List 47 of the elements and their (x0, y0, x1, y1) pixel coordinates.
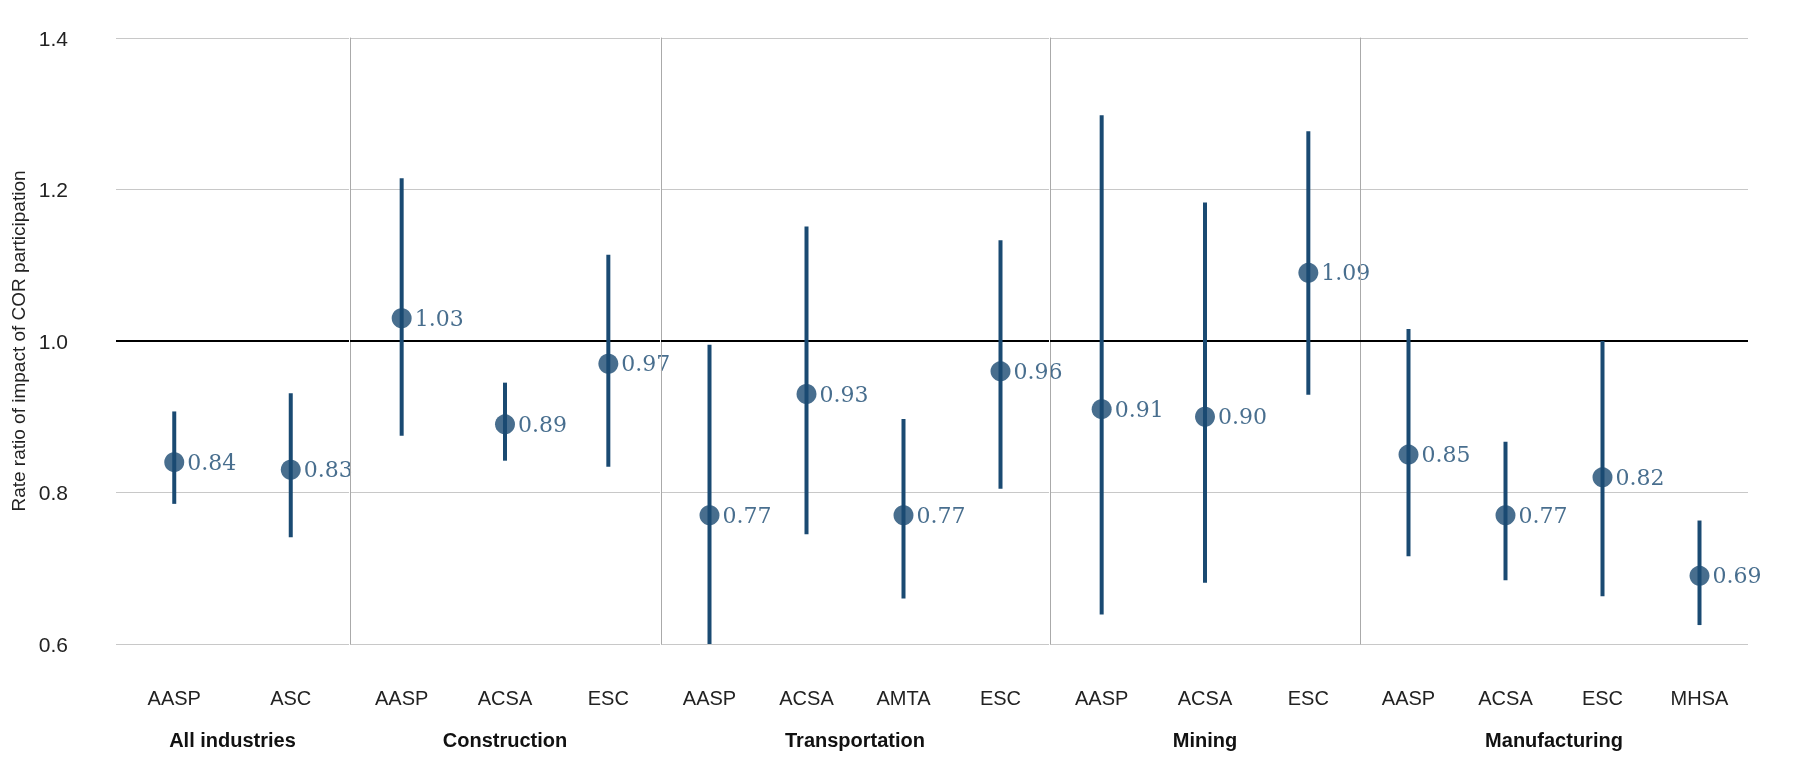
x-axis-title: Mining (1172, 729, 1237, 751)
x-tick-label: AASP (1382, 687, 1436, 709)
x-tick-label: MHSA (1671, 687, 1730, 709)
y-tick-label: 1.4 (38, 26, 69, 50)
x-tick-label: ACSA (1478, 687, 1534, 709)
point (1495, 505, 1516, 526)
data-label: 0.84 (187, 449, 237, 475)
x-tick-label: ACSA (1177, 687, 1233, 709)
x-tick-label: ESC (1287, 687, 1329, 709)
data-label: 0.89 (518, 411, 568, 437)
data-label: 0.96 (1013, 358, 1063, 384)
data-label: 0.90 (1217, 404, 1267, 430)
x-tick-label: ACSA (477, 687, 534, 709)
point (1689, 565, 1710, 586)
x-tick-label: ESC (1582, 687, 1624, 709)
y-axis-title: Rate ratio of impact of COR participation (7, 170, 29, 512)
data-label: 0.77 (1518, 502, 1568, 528)
data-label: 0.85 (1421, 442, 1471, 468)
data-label: 1.03 (414, 305, 464, 331)
point (1592, 467, 1613, 488)
y-tick-label: 1.2 (38, 178, 68, 201)
y-tick-label: 1.0 (38, 329, 68, 353)
x-tick-label: ACSA (779, 687, 835, 709)
x-tick-label: AASP (375, 687, 429, 709)
data-label: 0.69 (1712, 563, 1762, 589)
x-axis-title: All industries (169, 729, 296, 751)
x-tick-label: AMTA (876, 687, 932, 709)
data-label: 0.82 (1615, 464, 1665, 490)
data-label: 1.09 (1320, 260, 1370, 286)
x-axis-title: Manufacturing (1485, 729, 1624, 751)
data-label: 0.83 (303, 457, 353, 483)
data-label: 0.77 (722, 502, 772, 528)
y-tick-label: 0.8 (38, 481, 68, 504)
x-tick-label: ASC (270, 687, 312, 709)
x-axis-title: Construction (442, 729, 568, 751)
x-axis-title: Transportation (784, 729, 926, 751)
x-tick-label: AASP (1074, 687, 1128, 709)
data-label: 0.91 (1114, 396, 1164, 422)
data-label: 0.77 (916, 502, 966, 528)
y-tick-label: 0.6 (38, 632, 68, 656)
x-tick-label: AASP (147, 687, 201, 709)
point (1398, 444, 1419, 465)
x-tick-label: AASP (682, 687, 737, 709)
x-tick-label: ESC (979, 687, 1022, 709)
data-label: 0.97 (621, 351, 671, 377)
x-tick-label: ESC (587, 687, 630, 709)
data-label: 0.93 (819, 381, 869, 407)
